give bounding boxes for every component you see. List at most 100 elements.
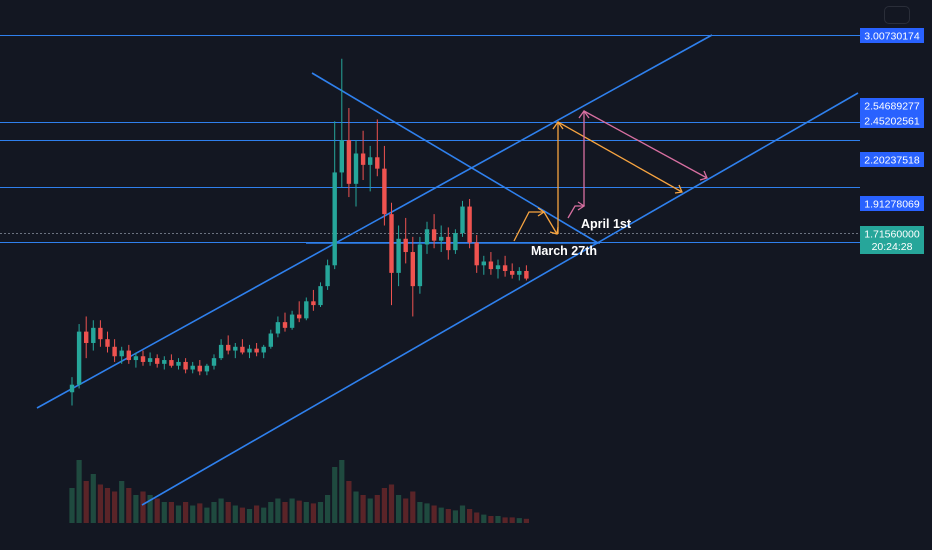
candle-body [261, 346, 266, 353]
volume-bar [325, 495, 331, 523]
candle-body [488, 261, 494, 270]
price-tag-level-5: 1.91278069 [860, 196, 924, 211]
volume-bar [332, 467, 338, 523]
candle-body [233, 346, 238, 351]
candle-body [226, 344, 231, 351]
projection-pink[interactable] [567, 109, 708, 219]
volume-bar [246, 509, 253, 523]
candlesticks [69, 58, 529, 406]
triangle-top-line[interactable] [311, 72, 599, 244]
candle-body [133, 356, 139, 361]
volume-bar [438, 507, 444, 523]
volume-bar [133, 495, 139, 523]
candle-body [268, 333, 273, 347]
volume-bar [360, 495, 366, 523]
candle-body [297, 314, 302, 319]
candle-body [211, 358, 217, 366]
volume-bar [339, 460, 345, 523]
candle-body [332, 172, 337, 266]
candle-body [247, 348, 252, 353]
candle-body [325, 265, 330, 287]
svg-text:2.45202561: 2.45202561 [864, 116, 920, 128]
volume-bar [310, 503, 316, 523]
volume-bar [183, 502, 189, 523]
volume-bar [303, 502, 309, 523]
volume-bar [126, 488, 132, 523]
projection-orange[interactable] [513, 120, 683, 242]
candle-body [304, 301, 309, 319]
candle-body [240, 346, 245, 353]
svg-text:1.71560000: 1.71560000 [864, 229, 920, 241]
price-tag-level-1: 3.00730174 [860, 28, 924, 43]
volume-bar [254, 505, 260, 523]
candle-body [183, 361, 188, 370]
candle-body [147, 358, 153, 362]
candle-body [517, 270, 522, 275]
price-axis-tags: 3.00730174 2.54689277 2.45202561 2.20237… [860, 28, 924, 254]
candle-body [439, 236, 444, 241]
volume-bar [424, 503, 430, 523]
volume-bar [431, 505, 437, 523]
volume-bar [495, 516, 501, 523]
volume-bar [403, 498, 409, 523]
svg-text:1.91278069: 1.91278069 [864, 199, 920, 211]
candle-body [389, 214, 394, 273]
volume-bar [175, 505, 182, 523]
volume-bar [239, 507, 245, 523]
candle-body [289, 314, 295, 328]
volume-bar [112, 491, 118, 523]
volume-bar [467, 509, 473, 523]
volume-bar [268, 502, 274, 523]
volume-bar [474, 512, 480, 523]
candle-body [424, 229, 430, 245]
channel-lower-line[interactable] [141, 92, 859, 506]
volume-bars [69, 460, 529, 523]
chart-settings-button[interactable] [884, 6, 910, 24]
volume-bar [275, 498, 281, 523]
volume-bar [417, 502, 423, 523]
volume-bar [161, 502, 167, 523]
volume-bar [204, 507, 210, 523]
candle-body [176, 361, 181, 366]
volume-bar [282, 502, 288, 523]
candle-body [431, 229, 437, 241]
volume-bar [76, 460, 82, 523]
candle-body [105, 339, 110, 347]
candle-body [375, 157, 380, 169]
annotation-march-27th: March 27th [531, 244, 597, 258]
volume-bar [190, 505, 196, 523]
candle-body [410, 252, 415, 287]
volume-bar [225, 502, 231, 523]
volume-bar [502, 517, 508, 523]
volume-bar [396, 495, 402, 523]
volume-bar [140, 491, 146, 523]
volume-bar [346, 481, 352, 523]
candle-body [495, 265, 501, 270]
volume-bar [154, 498, 160, 523]
volume-bar [509, 517, 515, 523]
volume-bar [261, 507, 267, 523]
volume-bar [317, 502, 324, 523]
volume-bar [388, 484, 395, 523]
candle-body [353, 153, 359, 184]
price-tag-level-3: 2.45202561 [860, 113, 924, 128]
last-price-tag: 1.71560000 20:24:28 [860, 226, 924, 254]
candle-body [140, 356, 146, 362]
volume-bar [90, 474, 96, 523]
candle-body [474, 242, 479, 266]
volume-bar [481, 514, 487, 523]
price-tag-level-4: 2.20237518 [860, 152, 924, 167]
candle-body [76, 331, 82, 385]
volume-bar [381, 488, 387, 523]
price-tag-level-2: 2.54689277 [860, 98, 924, 113]
candle-body [119, 350, 124, 357]
candle-body [282, 322, 288, 328]
candle-body [510, 270, 515, 275]
channel-upper-line[interactable] [36, 34, 713, 409]
svg-text:2.20237518: 2.20237518 [864, 155, 920, 167]
candle-body [69, 384, 75, 393]
candle-body [91, 327, 96, 343]
volume-bar [83, 481, 89, 523]
candle-body [403, 238, 408, 253]
